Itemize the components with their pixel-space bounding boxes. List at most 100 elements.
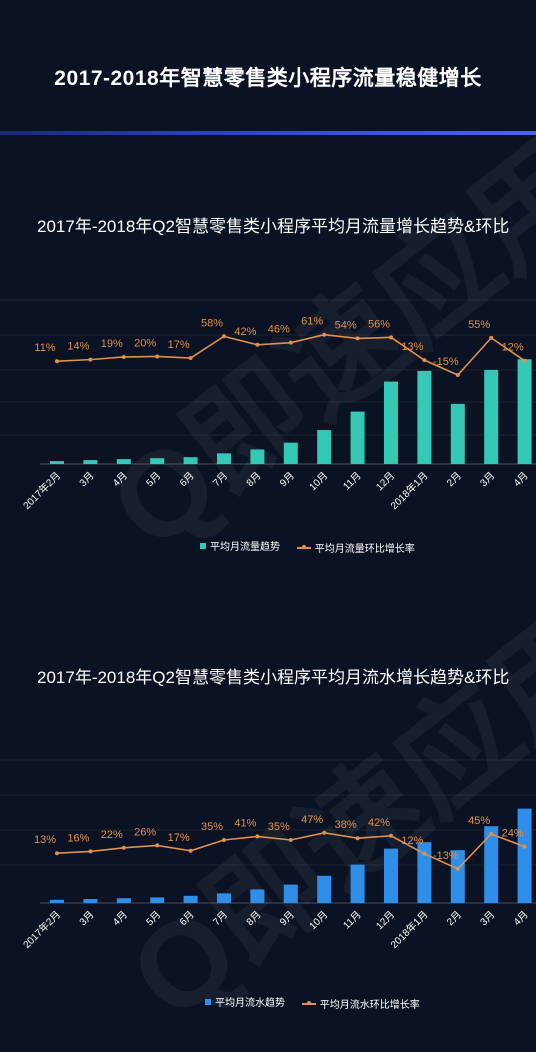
bar (384, 381, 398, 464)
rate-label: 13% (401, 341, 423, 353)
bar (116, 898, 131, 903)
rate-point (255, 342, 260, 347)
rate-label: 56% (368, 318, 390, 330)
rate-label: 17% (168, 832, 190, 844)
x-tick-label: 12月 (374, 909, 397, 932)
bar (517, 359, 532, 464)
rate-label: 46% (268, 324, 290, 336)
chart-1-title: 2017年-2018年Q2智慧零售类小程序平均月流量增长趋势&环比 (37, 217, 510, 236)
x-tick-label: 4月 (511, 470, 530, 489)
rate-point (255, 834, 260, 839)
rate-label: 12% (502, 342, 524, 354)
bar (384, 848, 398, 903)
rate-point (121, 354, 126, 359)
bar (283, 442, 298, 464)
bar (450, 850, 465, 903)
bar (50, 461, 64, 464)
legend-item-revenue-rate: 平均月流水环比增长率 (301, 996, 420, 1011)
x-tick-label: 3月 (478, 470, 497, 489)
rate-point (288, 838, 293, 842)
x-tick-label: 8月 (244, 470, 263, 489)
rate-label: -13% (433, 850, 459, 862)
legend-swatch (200, 542, 206, 549)
x-tick-label: 4月 (110, 470, 129, 489)
rate-label: 41% (234, 817, 256, 829)
bar (283, 884, 298, 903)
x-tick-label: 11月 (341, 909, 364, 932)
x-tick-label: 9月 (277, 470, 296, 489)
rate-label: 35% (268, 821, 290, 833)
bar (350, 864, 365, 903)
rate-label: 26% (134, 826, 156, 838)
rate-label: 12% (401, 835, 423, 847)
rate-label: 19% (101, 338, 123, 350)
legend-swatch (296, 544, 311, 549)
rate-label: 35% (201, 821, 223, 833)
bar (183, 895, 198, 903)
legend-label: 平均月流量环比增长率 (314, 544, 415, 555)
rate-point (222, 334, 226, 339)
bar (150, 897, 165, 903)
rate-label: 42% (234, 326, 256, 338)
rate-label: 17% (168, 339, 190, 351)
rate-label: 61% (301, 316, 323, 328)
x-tick-label: 7月 (211, 470, 230, 489)
x-tick-label: 7月 (211, 909, 230, 928)
title-divider (0, 131, 536, 135)
x-tick-label: 6月 (177, 909, 196, 928)
rate-point (288, 340, 293, 345)
x-tick-label: 4月 (110, 909, 129, 928)
chart-1-legend: 平均月流量趋势 平均月流量环比增长率 (200, 538, 429, 555)
x-tick-label: 6月 (177, 470, 196, 489)
legend-label: 平均月流水趋势 (215, 998, 285, 1009)
x-tick-label: 10月 (307, 909, 330, 932)
rate-point (522, 844, 527, 849)
rate-point (389, 335, 393, 340)
rate-label: 47% (301, 814, 323, 826)
rate-point (55, 851, 59, 856)
x-tick-label: 11月 (341, 470, 364, 493)
x-tick-label: 2月 (444, 909, 463, 928)
bar (317, 430, 332, 464)
legend-label: 平均月流水环比增长率 (319, 1000, 420, 1011)
legend-item-revenue-bar: 平均月流水趋势 (205, 994, 285, 1009)
rate-label: 45% (468, 815, 490, 827)
page-title: 2017-2018年智慧零售类小程序流量稳健增长 (54, 67, 482, 90)
rate-label: 20% (134, 337, 156, 349)
rate-point (422, 851, 427, 856)
rate-label: 22% (101, 829, 123, 841)
bar (450, 403, 465, 464)
rate-point (322, 830, 327, 835)
bar (484, 826, 499, 903)
bar (83, 899, 98, 903)
chart-2-title: 2017年-2018年Q2智慧零售类小程序平均月流水增长趋势&环比 (37, 668, 510, 687)
bar (350, 411, 365, 464)
rate-point (489, 832, 494, 836)
rate-point (222, 838, 226, 842)
rate-point (455, 373, 460, 377)
bar (116, 459, 131, 464)
bar (250, 889, 265, 903)
bar (150, 458, 165, 464)
x-tick-label: 8月 (244, 909, 263, 928)
rate-point (155, 843, 160, 848)
rate-point (188, 356, 193, 361)
x-tick-label: 5月 (144, 470, 163, 489)
rate-point (188, 848, 193, 853)
rate-label: 16% (67, 832, 89, 844)
rate-label: 38% (335, 819, 357, 831)
rate-label: 13% (34, 834, 56, 846)
rate-point (355, 336, 360, 341)
x-tick-label: 4月 (511, 909, 530, 928)
chart-2: 13% 16% 22% 26% 17% 35% 41% 35% 47% 38% 42% 12% -13%… (0, 759, 536, 951)
rate-label: 24% (502, 828, 524, 840)
x-tick-label: 9月 (277, 909, 296, 928)
rate-label: 11% (34, 342, 55, 354)
x-tick-label: 10月 (307, 470, 330, 493)
legend-label: 平均月流量趋势 (210, 542, 280, 553)
bar (417, 370, 432, 464)
rate-label: 54% (335, 319, 357, 331)
x-tick-label: 2月 (444, 470, 463, 489)
x-tick-label: 5月 (144, 909, 163, 928)
rate-point (88, 357, 93, 362)
